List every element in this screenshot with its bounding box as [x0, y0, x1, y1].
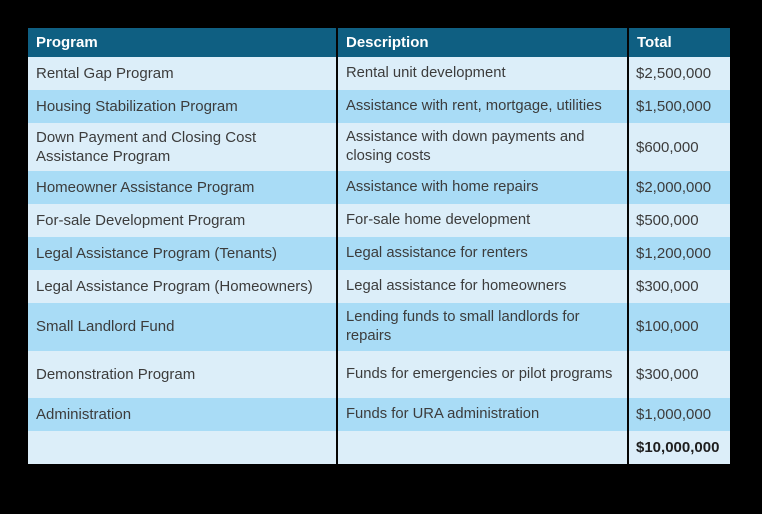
- cell-description: Funds for emergencies or pilot programs: [336, 350, 628, 398]
- cell-description: Funds for URA administration: [336, 397, 628, 431]
- funding-table-container: Program Description Total Rental Gap Pro…: [28, 28, 730, 464]
- cell-description: Rental unit development: [336, 57, 628, 90]
- table-row: For-sale Development Program For-sale ho…: [28, 204, 730, 238]
- cell-total: $300,000: [627, 270, 730, 304]
- cell-description: Legal assistance for renters: [336, 237, 628, 271]
- cell-total: $600,000: [627, 123, 730, 172]
- table-header: Program Description Total: [28, 28, 730, 57]
- cell-program: Homeowner Assistance Program: [28, 171, 337, 205]
- cell-total: $2,000,000: [627, 171, 730, 205]
- cell-program: Small Landlord Fund: [28, 303, 337, 351]
- cell-total: $100,000: [627, 303, 730, 351]
- table-row: Homeowner Assistance Program Assistance …: [28, 171, 730, 205]
- cell-description: Legal assistance for homeowners: [336, 270, 628, 304]
- table-row: Housing Stabilization Program Assistance…: [28, 90, 730, 123]
- cell-description: For-sale home development: [336, 204, 628, 238]
- cell-description: Lending funds to small landlords for rep…: [336, 303, 628, 351]
- totals-row: $10,000,000: [28, 430, 730, 464]
- table-row: Small Landlord Fund Lending funds to sma…: [28, 303, 730, 351]
- table-body: Rental Gap Program Rental unit developme…: [28, 57, 730, 464]
- cell-program: Administration: [28, 397, 337, 431]
- funding-allocation-table: Program Description Total Rental Gap Pro…: [28, 28, 730, 464]
- header-row: Program Description Total: [28, 28, 730, 57]
- table-row: Demonstration Program Funds for emergenc…: [28, 350, 730, 398]
- cell-program: Demonstration Program: [28, 350, 337, 398]
- cell-program: Rental Gap Program: [28, 57, 337, 90]
- cell-program: For-sale Development Program: [28, 204, 337, 238]
- cell-description: Assistance with home repairs: [336, 171, 628, 205]
- cell-description: Assistance with rent, mortgage, utilitie…: [336, 90, 628, 123]
- cell-program-empty: [28, 430, 337, 464]
- cell-program: Housing Stabilization Program: [28, 90, 337, 123]
- cell-program: Down Payment and Closing Cost Assistance…: [28, 123, 337, 172]
- table-row: Down Payment and Closing Cost Assistance…: [28, 123, 730, 172]
- table-row: Rental Gap Program Rental unit developme…: [28, 57, 730, 90]
- cell-total: $1,000,000: [627, 397, 730, 431]
- column-header-description: Description: [336, 28, 628, 57]
- column-header-total: Total: [627, 28, 730, 57]
- cell-total: $300,000: [627, 350, 730, 398]
- cell-program: Legal Assistance Program (Tenants): [28, 237, 337, 271]
- cell-total: $2,500,000: [627, 57, 730, 90]
- table-row: Legal Assistance Program (Homeowners) Le…: [28, 270, 730, 304]
- table-row: Legal Assistance Program (Tenants) Legal…: [28, 237, 730, 271]
- column-header-program: Program: [28, 28, 337, 57]
- cell-grand-total: $10,000,000: [627, 430, 730, 464]
- cell-total: $1,500,000: [627, 90, 730, 123]
- table-row: Administration Funds for URA administrat…: [28, 397, 730, 431]
- cell-program: Legal Assistance Program (Homeowners): [28, 270, 337, 304]
- cell-total: $1,200,000: [627, 237, 730, 271]
- cell-description: Assistance with down payments and closin…: [336, 123, 628, 172]
- cell-description-empty: [336, 430, 628, 464]
- cell-total: $500,000: [627, 204, 730, 238]
